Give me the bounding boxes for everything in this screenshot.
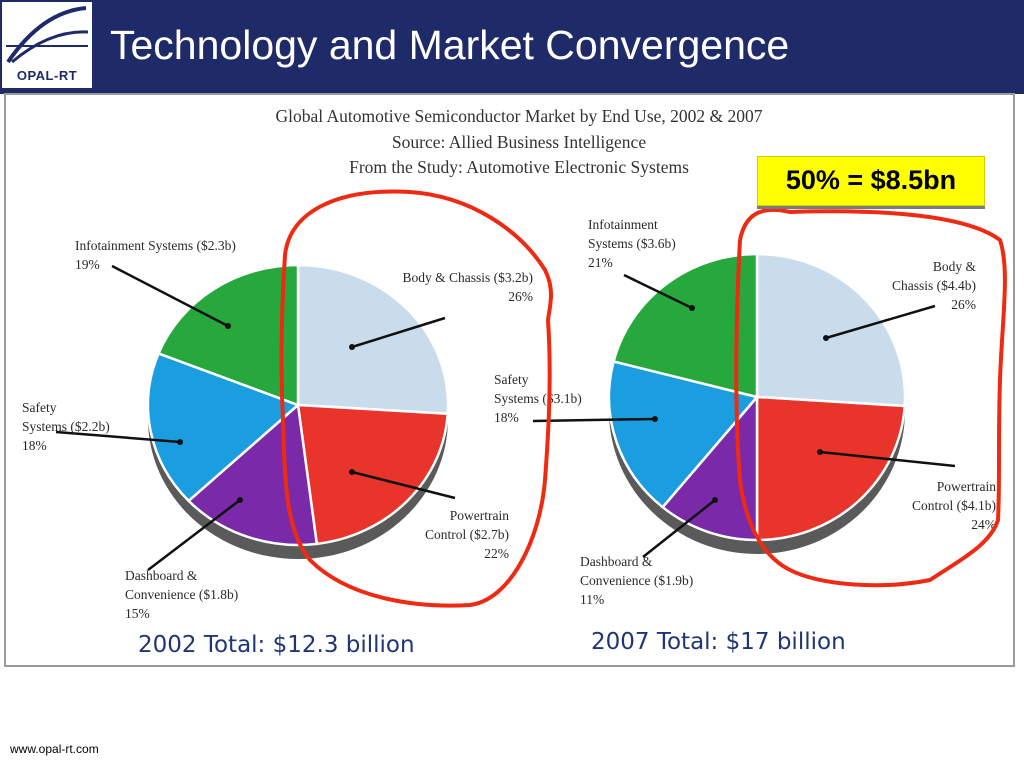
callout-text: 50% = $8.5bn	[785, 165, 957, 195]
pie-0-leader-dashboard-convenience	[147, 499, 241, 571]
pie-1-leader-safety-systems	[532, 417, 656, 423]
pie-charts-figure: Global Automotive Semiconductor Market b…	[22, 106, 1007, 621]
annotation-circle-2002	[279, 189, 553, 608]
pie-1-label-safety-systems-line3: 18%	[494, 410, 519, 425]
pie-1-slice-safety-systems	[607, 359, 760, 509]
pie-0-leader-body-chassis	[351, 316, 446, 349]
pie-0-label-infotainment-systems-line2: 19%	[75, 257, 100, 272]
pie-1-leader-dot-infotainment-systems	[689, 305, 695, 311]
pie-1-label-dashboard-convenience-line2: Convenience ($1.9b)	[580, 573, 693, 588]
total-2007: 2007 Total: $17 billion	[591, 629, 846, 655]
pie-1-leader-dot-dashboard-convenience	[712, 497, 718, 503]
slide-title: Technology and Market Convergence	[110, 22, 790, 68]
pie-1-leader-dot-powertrain-control	[817, 449, 823, 455]
pie-1-label-infotainment-systems-line3: 21%	[588, 255, 613, 270]
logo-text: OPAL-RT	[16, 68, 78, 83]
pie-0-leader-dot-dashboard-convenience	[237, 497, 243, 503]
pie-1-label-safety-systems-line1: Safety	[494, 372, 529, 387]
pie-1-label-powertrain-control-line2: Control ($4.1b)	[912, 498, 996, 513]
source-line-3: From the Study: Automotive Electronic Sy…	[349, 157, 689, 177]
pie-0-label-safety-systems-line2: Systems ($2.2b)	[22, 419, 110, 434]
source-line-2: Source: Allied Business Intelligence	[392, 132, 646, 152]
pie-1-leader-infotainment-systems	[623, 273, 693, 310]
callout-badge: 50% = $8.5bn	[757, 156, 985, 209]
annotation-circle-2007	[734, 207, 1007, 588]
pie-0-leader-dot-body-chassis	[349, 344, 355, 350]
pie-1-label-dashboard-convenience-line3: 11%	[580, 592, 604, 607]
pie-1-label-body-chassis-line2: Chassis ($4.4b)	[892, 278, 976, 293]
pie-0-slice-powertrain-control	[296, 403, 450, 546]
pie-0-label-dashboard-convenience-line1: Dashboard &	[125, 568, 198, 583]
pie-1-leader-body-chassis	[825, 304, 936, 340]
pie-1-leader-dot-safety-systems	[652, 416, 658, 422]
pie-1-label-infotainment-systems-line1: Infotainment	[588, 217, 658, 232]
pie-1-label-infotainment-systems-line2: Systems ($3.6b)	[588, 236, 676, 251]
pie-1-label-safety-systems-line2: Systems ($3.1b)	[494, 391, 582, 406]
pie-0-slice-infotainment-systems	[156, 263, 300, 407]
pie-0-leader-infotainment-systems	[111, 264, 229, 328]
source-line-1: Global Automotive Semiconductor Market b…	[275, 106, 762, 126]
pie-1-slice-powertrain-control	[755, 395, 907, 542]
pie-1-label-powertrain-control-line3: 24%	[971, 517, 996, 532]
pie-1-label-body-chassis-line1: Body &	[933, 259, 977, 274]
pie-1-leader-powertrain-control	[819, 450, 956, 468]
total-2002: 2002 Total: $12.3 billion	[138, 632, 415, 658]
slide-header: OPAL-RT Technology and Market Convergenc…	[0, 0, 1024, 90]
pie-0-leader-safety-systems	[55, 430, 181, 444]
pie-1-label-body-chassis-line3: 26%	[951, 297, 976, 312]
pie-0-label-infotainment-systems-line1: Infotainment Systems ($2.3b)	[75, 238, 236, 253]
pie-0-label-dashboard-convenience-line2: Convenience ($1.8b)	[125, 587, 238, 602]
pie-0-label-powertrain-control-line1: Powertrain	[450, 508, 509, 523]
pie-0-leader-dot-safety-systems	[177, 439, 183, 445]
pie-1-slice-dashboard-convenience	[660, 393, 759, 542]
pie-0-label-powertrain-control-line3: 22%	[484, 546, 509, 561]
footer-url: www.opal-rt.com	[10, 742, 99, 756]
pie-0-leader-dot-infotainment-systems	[225, 323, 231, 329]
pie-1-slice-body-chassis	[755, 252, 907, 408]
pie-1-label-powertrain-control-line1: Powertrain	[937, 479, 996, 494]
logo-swoosh-icon	[6, 6, 89, 64]
header-rule	[0, 90, 1024, 94]
pie-1-label-dashboard-convenience-line1: Dashboard &	[580, 554, 653, 569]
pie-0-label-safety-systems-line3: 18%	[22, 438, 47, 453]
pie-0-label-powertrain-control-line2: Control ($2.7b)	[425, 527, 509, 542]
pie-0-label-body-chassis-line2: 26%	[508, 289, 533, 304]
pie-0-leader-powertrain-control	[351, 470, 456, 500]
pie-0-label-safety-systems-line1: Safety	[22, 400, 57, 415]
pie-1-leader-dot-body-chassis	[823, 335, 829, 341]
pie-0-label-body-chassis-line1: Body & Chassis ($3.2b)	[402, 270, 533, 285]
pie-1-leader-dashboard-convenience	[642, 499, 716, 558]
pie-0-leader-dot-powertrain-control	[349, 469, 355, 475]
pie-0-label-dashboard-convenience-line3: 15%	[125, 606, 150, 621]
pie-0-slice-safety-systems	[146, 351, 301, 503]
opal-rt-logo: OPAL-RT	[2, 2, 92, 88]
callout-box: 50% = $8.5bn	[757, 156, 985, 206]
